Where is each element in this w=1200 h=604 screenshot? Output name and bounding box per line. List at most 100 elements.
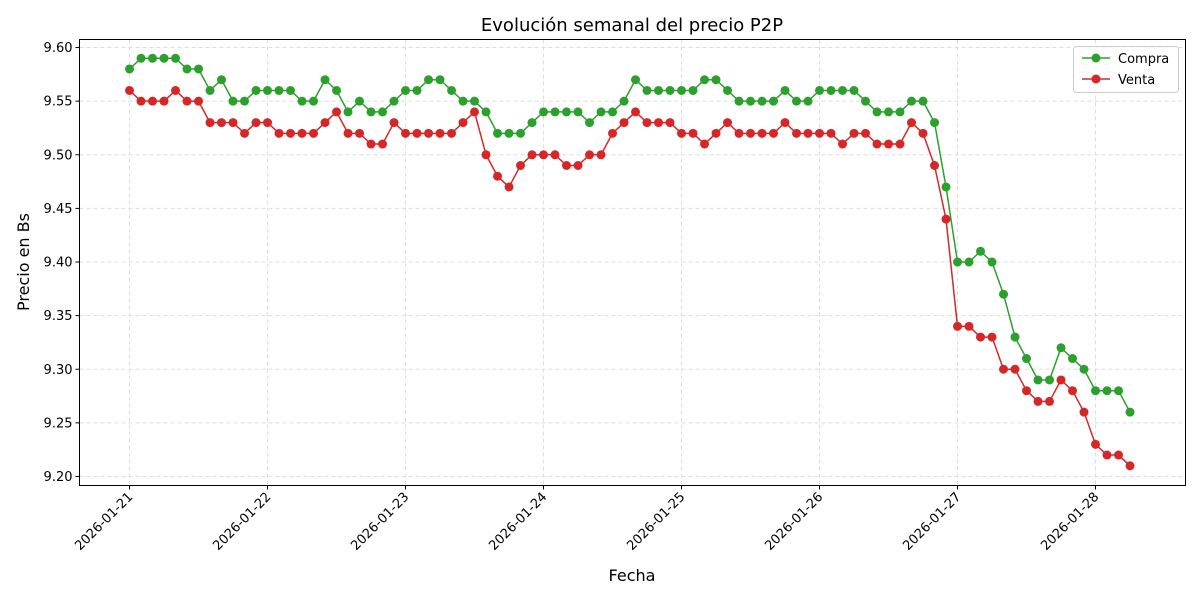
data-point-venta <box>1010 364 1020 374</box>
data-point-compra <box>125 64 135 74</box>
data-point-compra <box>734 96 744 106</box>
data-point-compra <box>1033 375 1043 385</box>
data-point-compra <box>286 85 296 95</box>
data-point-compra <box>665 85 675 95</box>
data-point-compra <box>447 85 457 95</box>
x-tick-label: 2026-01-23 <box>348 490 412 554</box>
data-point-venta <box>125 85 135 95</box>
y-axis: 9.20 9.25 9.30 9.35 9.40 9.45 9.50 9.55 9.60 <box>44 41 80 485</box>
data-point-compra <box>769 96 779 106</box>
y-tick-label: 9.60 <box>44 41 73 56</box>
data-point-compra <box>1091 386 1101 396</box>
y-tick-label: 9.25 <box>44 416 73 431</box>
data-point-compra <box>274 85 284 95</box>
data-point-compra <box>550 107 560 117</box>
data-point-compra <box>872 107 882 117</box>
data-point-compra <box>654 85 664 95</box>
x-tick-label: 2026-01-28 <box>1038 490 1102 554</box>
data-point-compra <box>826 85 836 95</box>
data-point-venta <box>884 139 894 149</box>
data-point-venta <box>240 128 250 138</box>
data-point-venta <box>412 128 422 138</box>
data-point-venta <box>631 107 641 117</box>
data-point-venta <box>286 128 296 138</box>
data-point-venta <box>401 128 411 138</box>
data-point-venta <box>700 139 710 149</box>
data-point-venta <box>424 128 434 138</box>
x-axis-label: Fecha <box>609 566 656 585</box>
data-point-compra <box>953 257 963 267</box>
data-point-venta <box>838 139 848 149</box>
data-point-venta <box>516 161 526 171</box>
data-point-venta <box>964 321 974 331</box>
data-point-compra <box>182 64 192 74</box>
data-point-venta <box>470 107 480 117</box>
data-point-venta <box>711 128 721 138</box>
x-tick-label: 2026-01-26 <box>762 490 826 554</box>
x-tick-label: 2026-01-22 <box>210 490 274 554</box>
data-point-venta <box>642 118 652 128</box>
data-point-venta <box>861 128 871 138</box>
data-point-compra <box>148 53 158 63</box>
data-point-compra <box>746 96 756 106</box>
data-point-venta <box>654 118 664 128</box>
data-point-compra <box>332 85 342 95</box>
data-point-compra <box>424 75 434 85</box>
data-point-compra <box>688 85 698 95</box>
data-point-compra <box>1125 407 1135 417</box>
data-point-compra <box>320 75 330 85</box>
data-point-compra <box>907 96 917 106</box>
data-point-venta <box>1079 407 1089 417</box>
data-point-compra <box>987 257 997 267</box>
legend: Compra Venta <box>1073 46 1179 93</box>
data-point-compra <box>297 96 307 106</box>
data-point-compra <box>642 85 652 95</box>
data-point-venta <box>872 139 882 149</box>
data-point-venta <box>573 161 583 171</box>
data-point-venta <box>1056 375 1066 385</box>
data-point-compra <box>516 128 526 138</box>
data-point-compra <box>263 85 273 95</box>
data-point-venta <box>378 139 388 149</box>
data-point-venta <box>504 182 514 192</box>
data-point-compra <box>378 107 388 117</box>
data-point-venta <box>746 128 756 138</box>
data-point-compra <box>757 96 767 106</box>
data-point-venta <box>527 150 537 160</box>
data-point-compra <box>493 128 503 138</box>
data-point-compra <box>1079 364 1089 374</box>
data-point-compra <box>608 107 618 117</box>
data-point-venta <box>1045 396 1055 406</box>
data-point-compra <box>309 96 319 106</box>
series-line-venta <box>129 89 1131 467</box>
x-tick-label: 2026-01-27 <box>900 490 964 554</box>
data-point-compra <box>930 118 940 128</box>
data-point-venta <box>849 128 859 138</box>
data-point-compra <box>677 85 687 95</box>
data-point-venta <box>228 118 238 128</box>
chart-title: Evolución semanal del precio P2P <box>481 15 783 36</box>
data-point-venta <box>171 85 181 95</box>
data-point-venta <box>320 118 330 128</box>
data-point-compra <box>389 96 399 106</box>
x-axis: 2026-01-21 2026-01-22 2026-01-23 2026-01-24… <box>72 485 1102 554</box>
data-point-venta <box>182 96 192 106</box>
y-tick-label: 9.30 <box>44 363 73 378</box>
x-tick-label: 2026-01-25 <box>624 490 688 554</box>
data-point-compra <box>976 246 986 256</box>
y-axis-label: Precio en Bs <box>14 213 33 311</box>
data-point-venta <box>1068 386 1078 396</box>
data-point-compra <box>884 107 894 117</box>
data-point-venta <box>803 128 813 138</box>
data-point-compra <box>838 85 848 95</box>
data-point-venta <box>585 150 595 160</box>
data-point-venta <box>435 128 445 138</box>
data-point-venta <box>539 150 549 160</box>
data-point-venta <box>389 118 399 128</box>
data-point-venta <box>941 214 951 224</box>
data-point-venta <box>550 150 560 160</box>
data-point-venta <box>1102 450 1112 460</box>
data-point-compra <box>205 85 215 95</box>
data-point-venta <box>1125 461 1135 471</box>
